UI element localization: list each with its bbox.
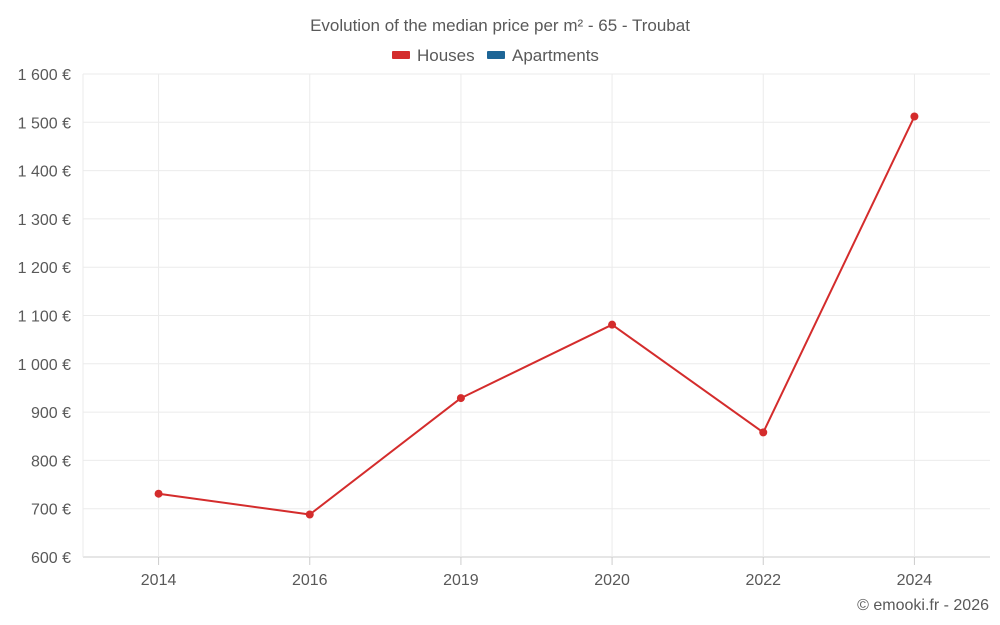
y-tick-label: 800 €	[31, 453, 71, 470]
y-tick-label: 1 400 €	[18, 164, 71, 181]
x-tick-label: 2019	[443, 572, 479, 589]
x-axis: 2014 2016 2019 2020 2022 2024	[141, 557, 933, 589]
legend-label-houses: Houses	[417, 46, 475, 65]
data-point[interactable]	[305, 510, 314, 519]
x-tick-label: 2022	[745, 572, 781, 589]
chart-title: Evolution of the median price per m² - 6…	[310, 16, 690, 35]
grid	[82, 73, 990, 558]
y-tick-label: 1 300 €	[18, 212, 71, 229]
y-tick-label: 1 200 €	[18, 260, 71, 277]
y-tick-label: 1 000 €	[18, 357, 71, 374]
y-tick-label: 1 500 €	[18, 115, 71, 132]
data-point[interactable]	[759, 428, 768, 437]
credit-text: © emooki.fr - 2026	[857, 597, 989, 614]
y-tick-label: 1 600 €	[18, 67, 71, 84]
x-tick-label: 2016	[292, 572, 328, 589]
x-tick-label: 2024	[897, 572, 933, 589]
y-tick-label: 900 €	[31, 405, 71, 422]
legend-swatch-houses	[392, 51, 410, 59]
legend-item-houses[interactable]: Houses	[392, 46, 475, 65]
x-tick-label: 2014	[141, 572, 177, 589]
y-tick-label: 1 100 €	[18, 309, 71, 326]
data-point[interactable]	[608, 320, 617, 329]
y-tick-label: 700 €	[31, 502, 71, 519]
data-point[interactable]	[154, 489, 163, 498]
series-line-houses	[158, 116, 916, 516]
legend: Houses Apartments	[392, 46, 599, 65]
legend-label-apartments: Apartments	[512, 46, 599, 65]
y-tick-label: 600 €	[31, 550, 71, 567]
y-axis: 600 € 700 € 800 € 900 € 1 000 € 1 100 € 1 200 …	[18, 67, 71, 567]
series-layer	[154, 112, 919, 519]
x-tick-label: 2020	[594, 572, 630, 589]
data-point[interactable]	[910, 112, 919, 121]
legend-item-apartments[interactable]: Apartments	[487, 46, 599, 65]
legend-swatch-apartments	[487, 51, 505, 59]
data-point[interactable]	[456, 394, 465, 403]
